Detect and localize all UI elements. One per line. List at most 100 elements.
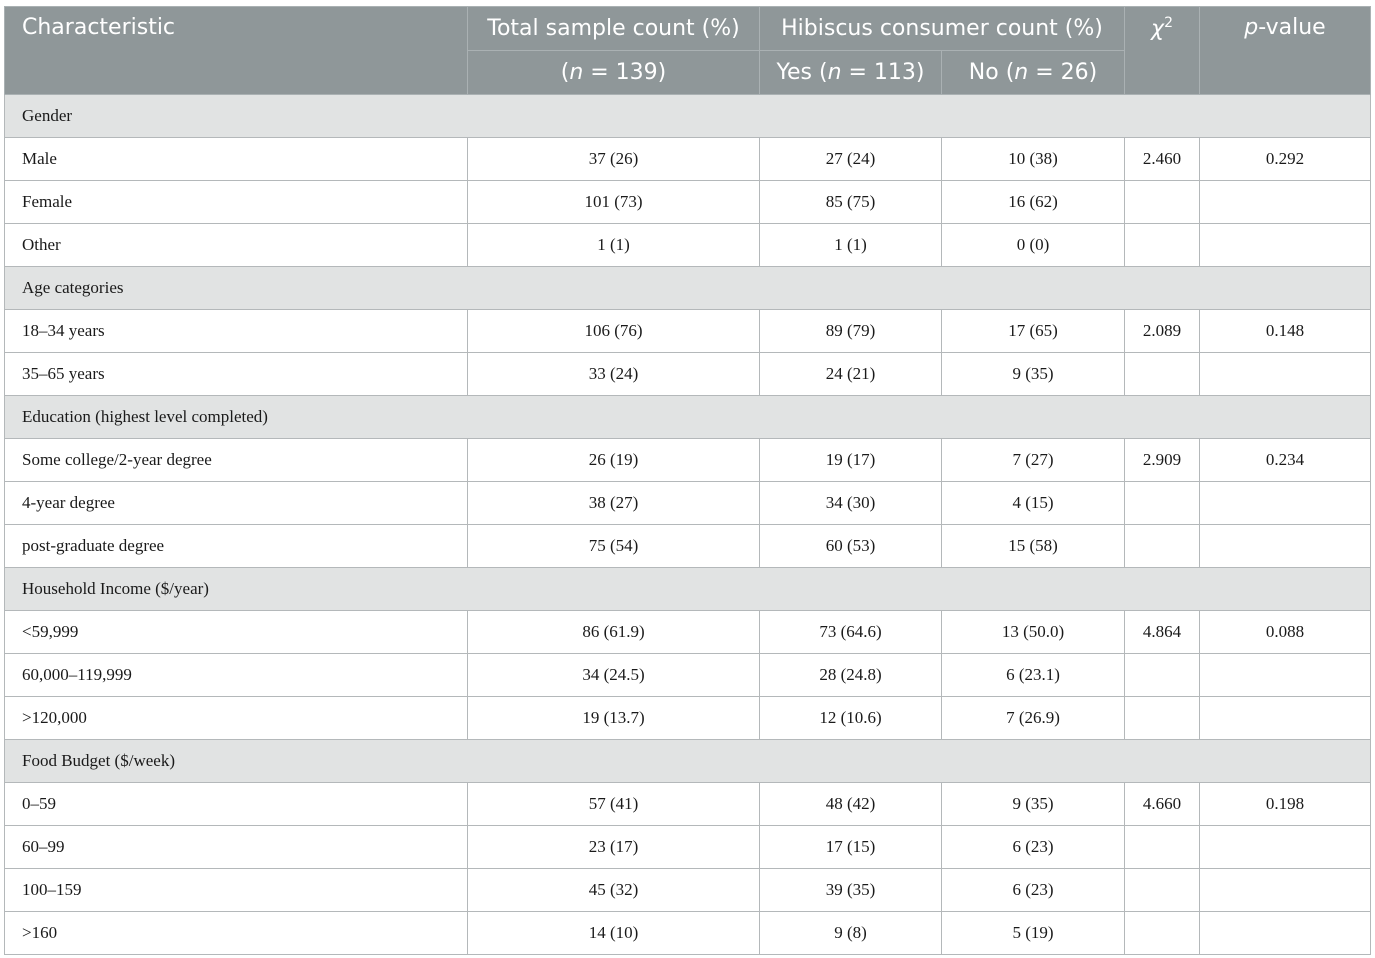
- total-count-cell: 106 (76): [467, 309, 760, 353]
- table-row: >160 14 (10) 9 (8) 5 (19): [4, 911, 1372, 955]
- italic-p: p: [1244, 15, 1259, 40]
- p-value-cell: [1199, 696, 1372, 740]
- row-label: 18–34 years: [4, 309, 468, 353]
- section-row: Age categories: [3, 266, 1372, 310]
- row-label: Female: [4, 180, 468, 224]
- no-count-cell: 6 (23): [940, 868, 1126, 912]
- total-count-cell: 33 (24): [467, 352, 760, 396]
- p-value-cell: [1199, 524, 1372, 568]
- total-count-cell: 19 (13.7): [467, 696, 760, 740]
- row-label: Other: [4, 223, 468, 267]
- p-value-cell: 0.198: [1199, 782, 1372, 826]
- p-value-label: p-value: [1244, 15, 1326, 40]
- yes-count-cell: 89 (79): [759, 309, 942, 353]
- row-label: Some college/2-year degree: [4, 438, 468, 482]
- italic-n: n: [1014, 60, 1029, 85]
- table-row: 60–99 23 (17) 17 (15) 6 (23): [4, 825, 1372, 869]
- table-row: >120,000 19 (13.7) 12 (10.6) 7 (26.9): [4, 696, 1372, 740]
- header-characteristic: Characteristic: [4, 6, 468, 95]
- chi-square-cell: 4.660: [1124, 782, 1201, 826]
- total-count-cell: 101 (73): [467, 180, 760, 224]
- row-label: post-graduate degree: [4, 524, 468, 568]
- demographics-table: Characteristic Total sample count (%) Hi…: [3, 6, 1372, 955]
- no-count-cell: 9 (35): [940, 782, 1126, 826]
- chi-symbol: χ: [1151, 16, 1165, 42]
- italic-n: n: [569, 60, 584, 85]
- no-count-cell: 5 (19): [940, 911, 1126, 955]
- row-label: 35–65 years: [4, 352, 468, 396]
- row-label: Male: [4, 137, 468, 181]
- table-body: Gender Male 37 (26) 27 (24) 10 (38) 2.460 0.29…: [3, 94, 1372, 955]
- no-count-cell: 13 (50.0): [940, 610, 1126, 654]
- yes-count-cell: 17 (15): [759, 825, 942, 869]
- table-row: Male 37 (26) 27 (24) 10 (38) 2.460 0.292: [4, 137, 1372, 181]
- row-label: 0–59: [4, 782, 468, 826]
- row-label: 60,000–119,999: [4, 653, 468, 697]
- chi-square-cell: 2.460: [1124, 137, 1201, 181]
- table-row: 18–34 years 106 (76) 89 (79) 17 (65) 2.089 0.…: [4, 309, 1372, 353]
- section-title: Age categories: [3, 266, 1372, 310]
- p-value-cell: [1199, 180, 1372, 224]
- no-count-cell: 6 (23): [940, 825, 1126, 869]
- section-title: Household Income ($/year): [3, 567, 1372, 611]
- total-count-cell: 34 (24.5): [467, 653, 760, 697]
- yes-count-cell: 73 (64.6): [759, 610, 942, 654]
- header-yes-n: Yes (n = 113): [759, 50, 942, 95]
- chi-square-cell: [1124, 868, 1201, 912]
- chi-square-cell: 2.909: [1124, 438, 1201, 482]
- table-row: post-graduate degree 75 (54) 60 (53) 15 (58…: [4, 524, 1372, 568]
- no-count-cell: 15 (58): [940, 524, 1126, 568]
- chi-square-cell: [1124, 180, 1201, 224]
- chi-square-cell: [1124, 352, 1201, 396]
- no-count-cell: 4 (15): [940, 481, 1126, 525]
- table-row: 0–59 57 (41) 48 (42) 9 (35) 4.660 0.198: [4, 782, 1372, 826]
- no-count-cell: 16 (62): [940, 180, 1126, 224]
- yes-count-cell: 60 (53): [759, 524, 942, 568]
- total-count-cell: 45 (32): [467, 868, 760, 912]
- p-value-cell: 0.292: [1199, 137, 1372, 181]
- total-count-cell: 57 (41): [467, 782, 760, 826]
- row-label: 60–99: [4, 825, 468, 869]
- no-count-cell: 10 (38): [940, 137, 1126, 181]
- section-title: Food Budget ($/week): [3, 739, 1372, 783]
- italic-n: n: [827, 60, 842, 85]
- header-chi-square: χ2: [1124, 6, 1201, 95]
- row-label: 4-year degree: [4, 481, 468, 525]
- yes-count-cell: 39 (35): [759, 868, 942, 912]
- chi-superscript: 2: [1164, 15, 1173, 31]
- p-value-cell: 0.234: [1199, 438, 1372, 482]
- section-row: Education (highest level completed): [3, 395, 1372, 439]
- total-count-cell: 75 (54): [467, 524, 760, 568]
- yes-count-cell: 28 (24.8): [759, 653, 942, 697]
- yes-count-cell: 24 (21): [759, 352, 942, 396]
- chi-square-cell: 2.089: [1124, 309, 1201, 353]
- section-title: Gender: [3, 94, 1372, 138]
- table-row: <59,999 86 (61.9) 73 (64.6) 13 (50.0) 4.864 0…: [4, 610, 1372, 654]
- chi-square-cell: 4.864: [1124, 610, 1201, 654]
- row-label: >160: [4, 911, 468, 955]
- yes-count-cell: 1 (1): [759, 223, 942, 267]
- section-row: Household Income ($/year): [3, 567, 1372, 611]
- table-header: Characteristic Total sample count (%) Hi…: [4, 6, 1372, 95]
- p-value-cell: [1199, 653, 1372, 697]
- p-value-cell: 0.148: [1199, 309, 1372, 353]
- total-count-cell: 14 (10): [467, 911, 760, 955]
- p-value-cell: [1199, 868, 1372, 912]
- total-count-cell: 26 (19): [467, 438, 760, 482]
- chi-square-cell: [1124, 653, 1201, 697]
- table-row: Female 101 (73) 85 (75) 16 (62): [4, 180, 1372, 224]
- header-hibiscus-consumer: Hibiscus consumer count (%): [758, 6, 1126, 51]
- p-value-cell: [1199, 481, 1372, 525]
- table-row: 100–159 45 (32) 39 (35) 6 (23): [4, 868, 1372, 912]
- section-row: Gender: [3, 94, 1372, 138]
- table-row: 35–65 years 33 (24) 24 (21) 9 (35): [4, 352, 1372, 396]
- table-row: Some college/2-year degree 26 (19) 19 (17)…: [4, 438, 1372, 482]
- header-total-sample: Total sample count (%): [467, 6, 760, 51]
- yes-count-cell: 48 (42): [759, 782, 942, 826]
- row-label: >120,000: [4, 696, 468, 740]
- p-value-cell: [1199, 352, 1372, 396]
- total-count-cell: 86 (61.9): [467, 610, 760, 654]
- chi-square-cell: [1124, 911, 1201, 955]
- no-count-cell: 17 (65): [940, 309, 1126, 353]
- p-value-cell: 0.088: [1199, 610, 1372, 654]
